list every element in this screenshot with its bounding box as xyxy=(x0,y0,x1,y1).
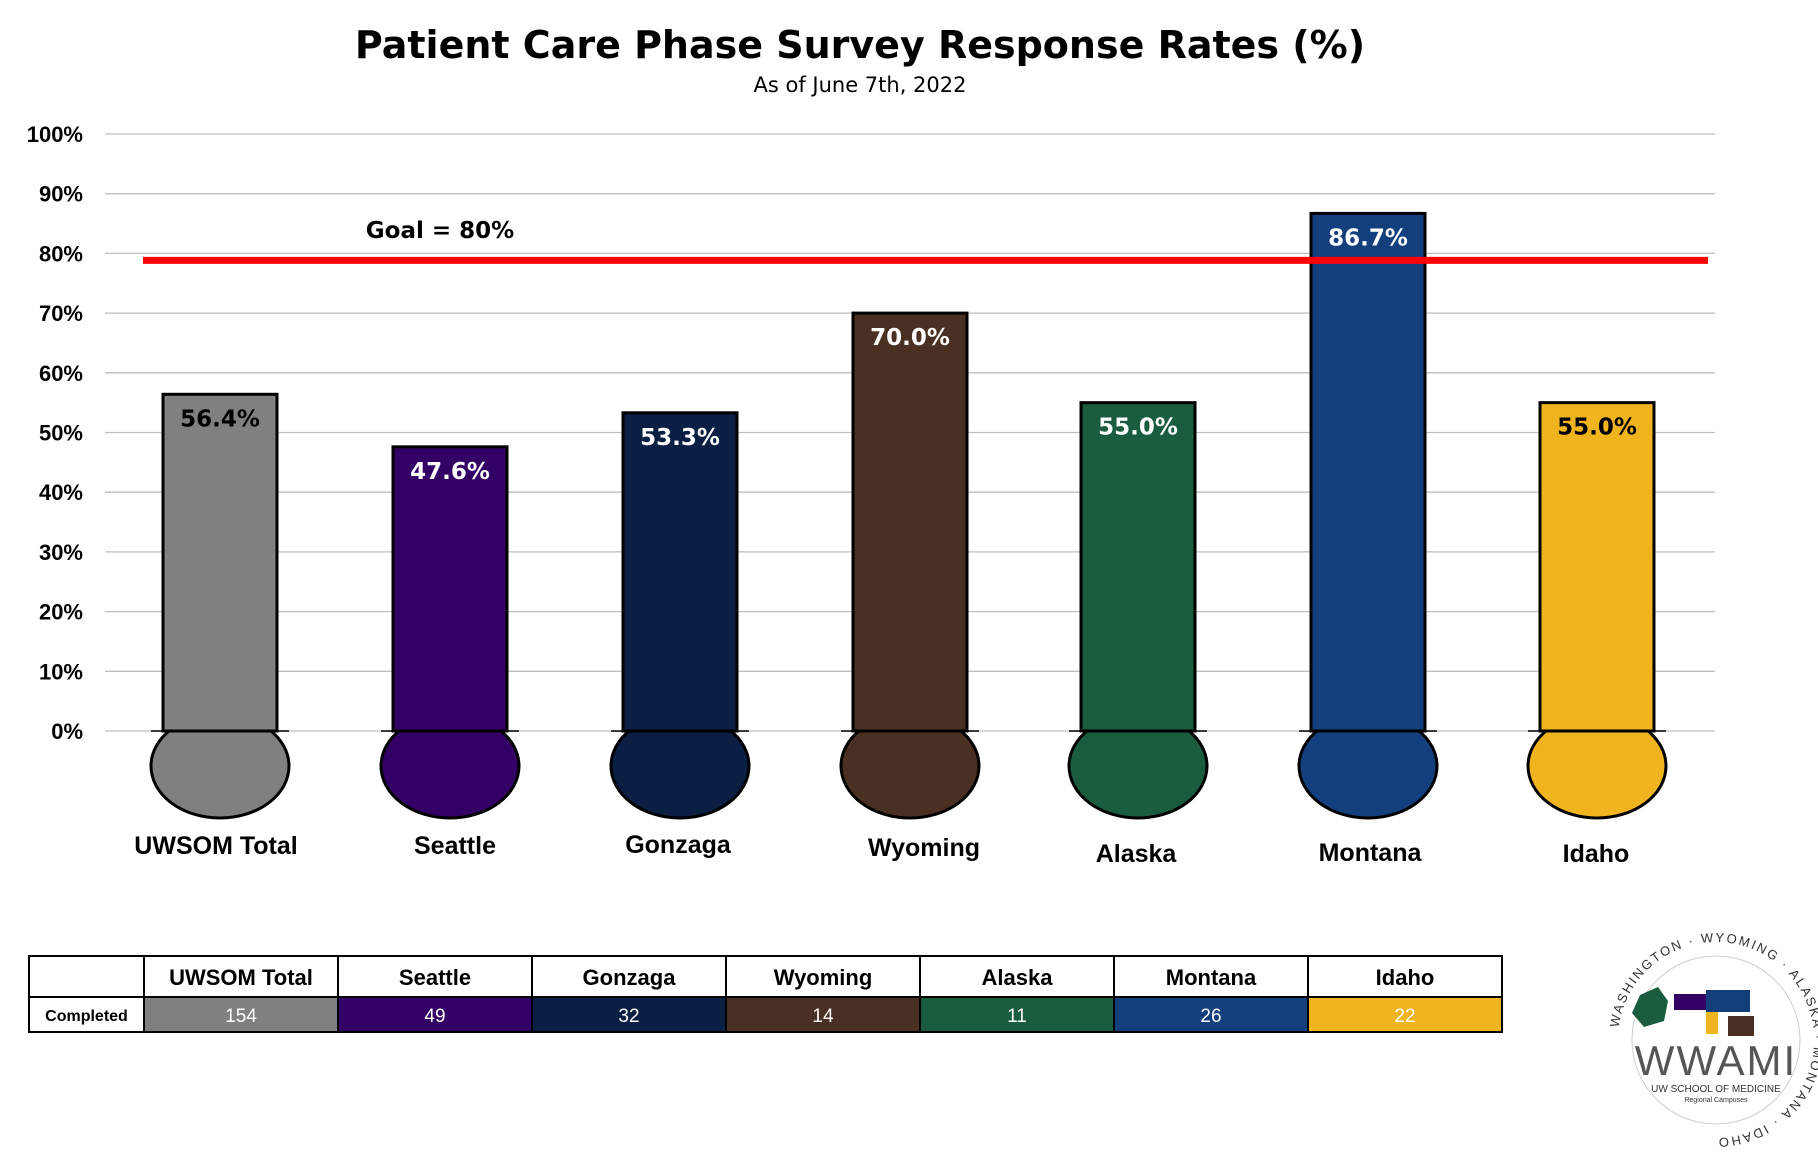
table-header-text: Idaho xyxy=(1376,965,1435,990)
bar-data-label: 55.0% xyxy=(1557,415,1637,441)
y-tick-label: 30% xyxy=(39,540,83,565)
table-value-text: 11 xyxy=(1007,1006,1027,1027)
table-value-cell xyxy=(337,996,533,1033)
table-value-text: 49 xyxy=(424,1006,445,1027)
y-tick-label: 40% xyxy=(39,480,83,505)
bar xyxy=(1079,401,1197,733)
y-tick-label: 70% xyxy=(39,301,83,326)
logo-ring xyxy=(1631,955,1801,1125)
x-category-label: Wyoming xyxy=(868,834,980,862)
logo-wyoming-shape xyxy=(1728,1016,1754,1036)
bar xyxy=(1309,211,1427,733)
x-category-label: Idaho xyxy=(1563,840,1630,868)
table-corner-cell xyxy=(28,955,145,998)
table-value-cell xyxy=(725,996,921,1033)
table-value-cell xyxy=(1307,996,1503,1033)
logo-alaska-shape xyxy=(1632,987,1668,1027)
x-category-label: Montana xyxy=(1319,839,1423,867)
table-header-text: Montana xyxy=(1166,965,1257,990)
bar-series: 56.4% 47.6% 53.3% 70.0% 55.0% 86.7% 55.0% xyxy=(149,211,1668,820)
table-row-label: Completed xyxy=(45,1008,128,1025)
bar-group: 55.0% xyxy=(1067,401,1209,820)
table-header-text: Wyoming xyxy=(774,965,873,990)
x-category-label: UWSOM Total xyxy=(134,832,297,860)
table-header-text: Gonzaga xyxy=(583,965,677,990)
bar-group: 70.0% xyxy=(839,311,981,820)
table-header-cell xyxy=(143,955,339,998)
y-tick-label: 20% xyxy=(39,600,83,625)
logo-line1: UW SCHOOL OF MEDICINE xyxy=(1651,1084,1781,1095)
wwami-logo: WASHINGTON · WYOMING · ALASKA · MONTANA … xyxy=(1607,930,1818,1150)
x-category-label: Gonzaga xyxy=(625,831,732,859)
bar xyxy=(621,411,739,733)
x-category-label: Alaska xyxy=(1096,840,1178,868)
bar-data-label: 56.4% xyxy=(180,406,260,432)
x-axis-labels: UWSOM Total Seattle Gonzaga Wyoming Alaska Mo… xyxy=(134,831,1629,868)
bar-group: 47.6% xyxy=(379,445,521,820)
logo-line2: Regional Campuses xyxy=(1684,1097,1748,1104)
goal-line-group: Goal = 80% xyxy=(143,218,1708,264)
bar-data-label: 70.0% xyxy=(870,325,950,351)
table-value-text: 22 xyxy=(1394,1006,1415,1027)
chart-subtitle: As of June 7th, 2022 xyxy=(753,73,966,97)
logo-idaho-shape xyxy=(1706,1012,1718,1034)
y-tick-label: 10% xyxy=(39,659,83,684)
y-tick-label: 50% xyxy=(39,421,83,446)
table-value-cell xyxy=(919,996,1115,1033)
bar-group: 56.4% xyxy=(149,392,291,820)
table-header-cell xyxy=(919,955,1115,998)
table-header-text: UWSOM Total xyxy=(169,965,313,990)
bar-data-label: 55.0% xyxy=(1098,415,1178,441)
y-tick-label: 90% xyxy=(39,182,83,207)
table-value-text: 32 xyxy=(618,1006,639,1027)
table-value-cell xyxy=(143,996,339,1033)
table-header-cell xyxy=(531,955,727,998)
y-axis-ticks: 0% 10% 20% 30% 40% 50% 60% 70% 80% 90% 100% xyxy=(27,122,83,744)
bar xyxy=(391,445,509,733)
table-value-text: 14 xyxy=(812,1006,834,1027)
bar-data-label: 53.3% xyxy=(640,425,720,451)
bar xyxy=(161,392,279,733)
logo-montana-shape xyxy=(1706,990,1750,1012)
chart-title: Patient Care Phase Survey Response Rates… xyxy=(355,23,1365,67)
bar xyxy=(851,311,969,733)
table-header-cell xyxy=(337,955,533,998)
logo-name: WWAMI xyxy=(1635,1037,1797,1084)
bar-group: 53.3% xyxy=(609,411,751,820)
y-tick-label: 60% xyxy=(39,361,83,386)
y-tick-label: 100% xyxy=(27,122,83,147)
y-tick-label: 0% xyxy=(51,719,83,744)
bar-data-label: 86.7% xyxy=(1328,225,1408,251)
table-value-text: 154 xyxy=(225,1006,257,1027)
bar-data-label: 47.6% xyxy=(410,459,490,485)
table-value-text: 26 xyxy=(1200,1006,1221,1027)
y-tick-label: 80% xyxy=(39,241,83,266)
bar xyxy=(1538,401,1656,733)
bar-group: 86.7% xyxy=(1297,211,1439,820)
goal-label: Goal = 80% xyxy=(366,218,514,244)
table-header-text: Seattle xyxy=(399,965,471,990)
table-header-cell xyxy=(1307,955,1503,998)
completed-table: UWSOM Total Seattle Gonzaga Wyoming Alaska Mo… xyxy=(28,955,1503,1033)
bar-group: 55.0% xyxy=(1526,401,1668,820)
logo-washington-shape xyxy=(1674,994,1706,1010)
x-category-label: Seattle xyxy=(414,832,496,860)
table-header-text: Alaska xyxy=(982,965,1054,990)
